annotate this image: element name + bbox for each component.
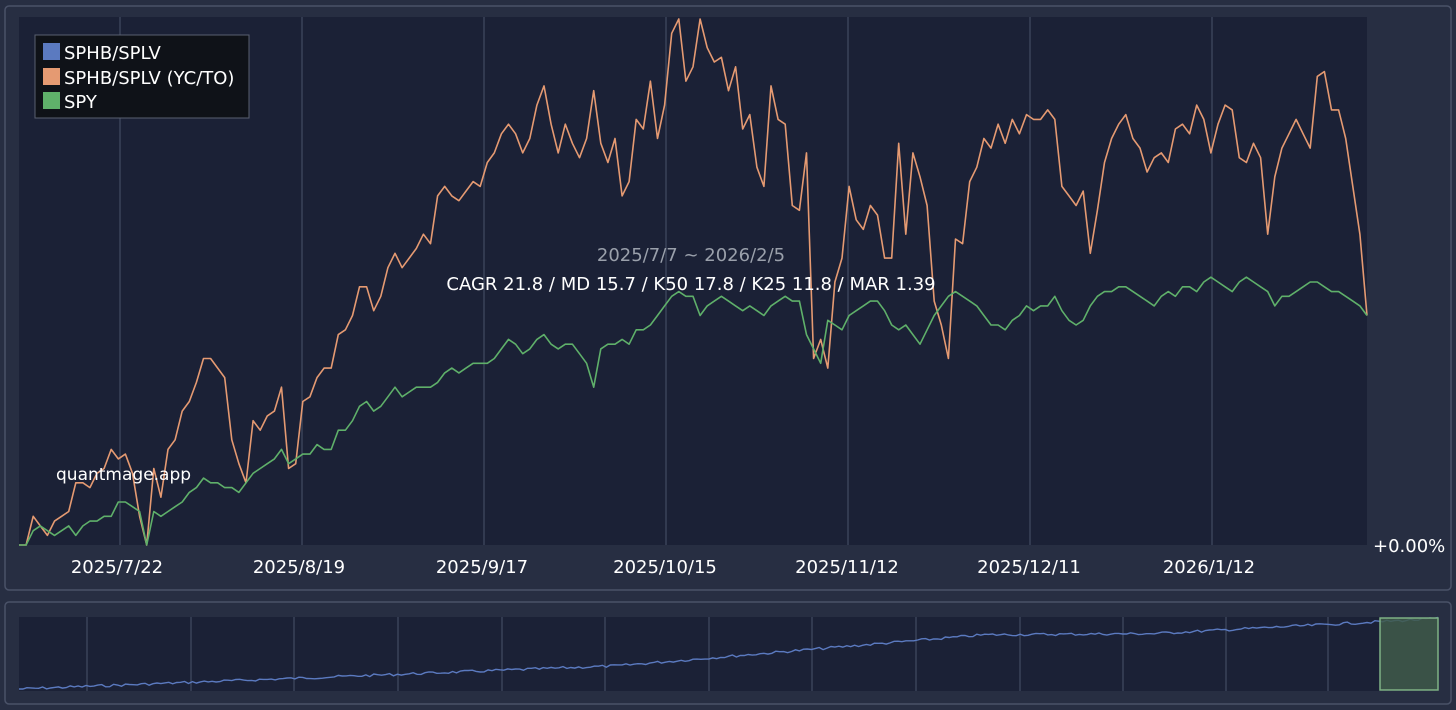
navigator-selection-window[interactable]: [1379, 617, 1439, 691]
period-label: 2025/7/7 ~ 2026/2/5: [597, 245, 785, 266]
legend-swatch-sphb-splv-yc-to: [43, 68, 60, 85]
legend-swatch-spy: [43, 92, 60, 109]
x-tick-label-1: 2025/8/19: [253, 557, 345, 578]
legend-swatch-sphb-splv: [43, 43, 60, 60]
legend-box: [34, 34, 250, 119]
stats-label: CAGR 21.8 / MD 15.7 / K50 17.8 / K25 11.…: [446, 274, 935, 295]
series-line-sphb-splv-yc-to: [19, 18, 1368, 546]
navigator-area[interactable]: [19, 617, 1438, 691]
series-line-spy: [19, 276, 1368, 546]
watermark: quantmage.app: [56, 465, 191, 485]
legend-label-sphb-splv-yc-to[interactable]: SPHB/SPLV (YC/TO): [64, 68, 234, 89]
x-tick-label-4: 2025/11/12: [795, 557, 899, 578]
main-panel-frame: [4, 5, 1452, 591]
navigator-gridlines: [86, 617, 1329, 691]
x-tick-label-3: 2025/10/15: [613, 557, 717, 578]
legend-label-spy[interactable]: SPY: [64, 92, 98, 113]
y-axis-zero-label: +0.00%: [1373, 536, 1445, 557]
series-layer: [19, 18, 1368, 546]
navigator-panel-frame: [4, 601, 1452, 705]
navigator-series-line: [19, 616, 1439, 690]
x-tick-label-5: 2025/12/11: [977, 557, 1081, 578]
x-tick-label-2: 2025/9/17: [436, 557, 528, 578]
x-axis-ticks: 2025/7/22 2025/8/19 2025/9/17 2025/10/15 202…: [71, 557, 1255, 578]
legend: SPHB/SPLV SPHB/SPLV (YC/TO) SPY: [34, 34, 250, 119]
x-tick-label-0: 2025/7/22: [71, 557, 163, 578]
x-tick-label-6: 2026/1/12: [1163, 557, 1255, 578]
legend-label-sphb-splv[interactable]: SPHB/SPLV: [64, 43, 162, 64]
